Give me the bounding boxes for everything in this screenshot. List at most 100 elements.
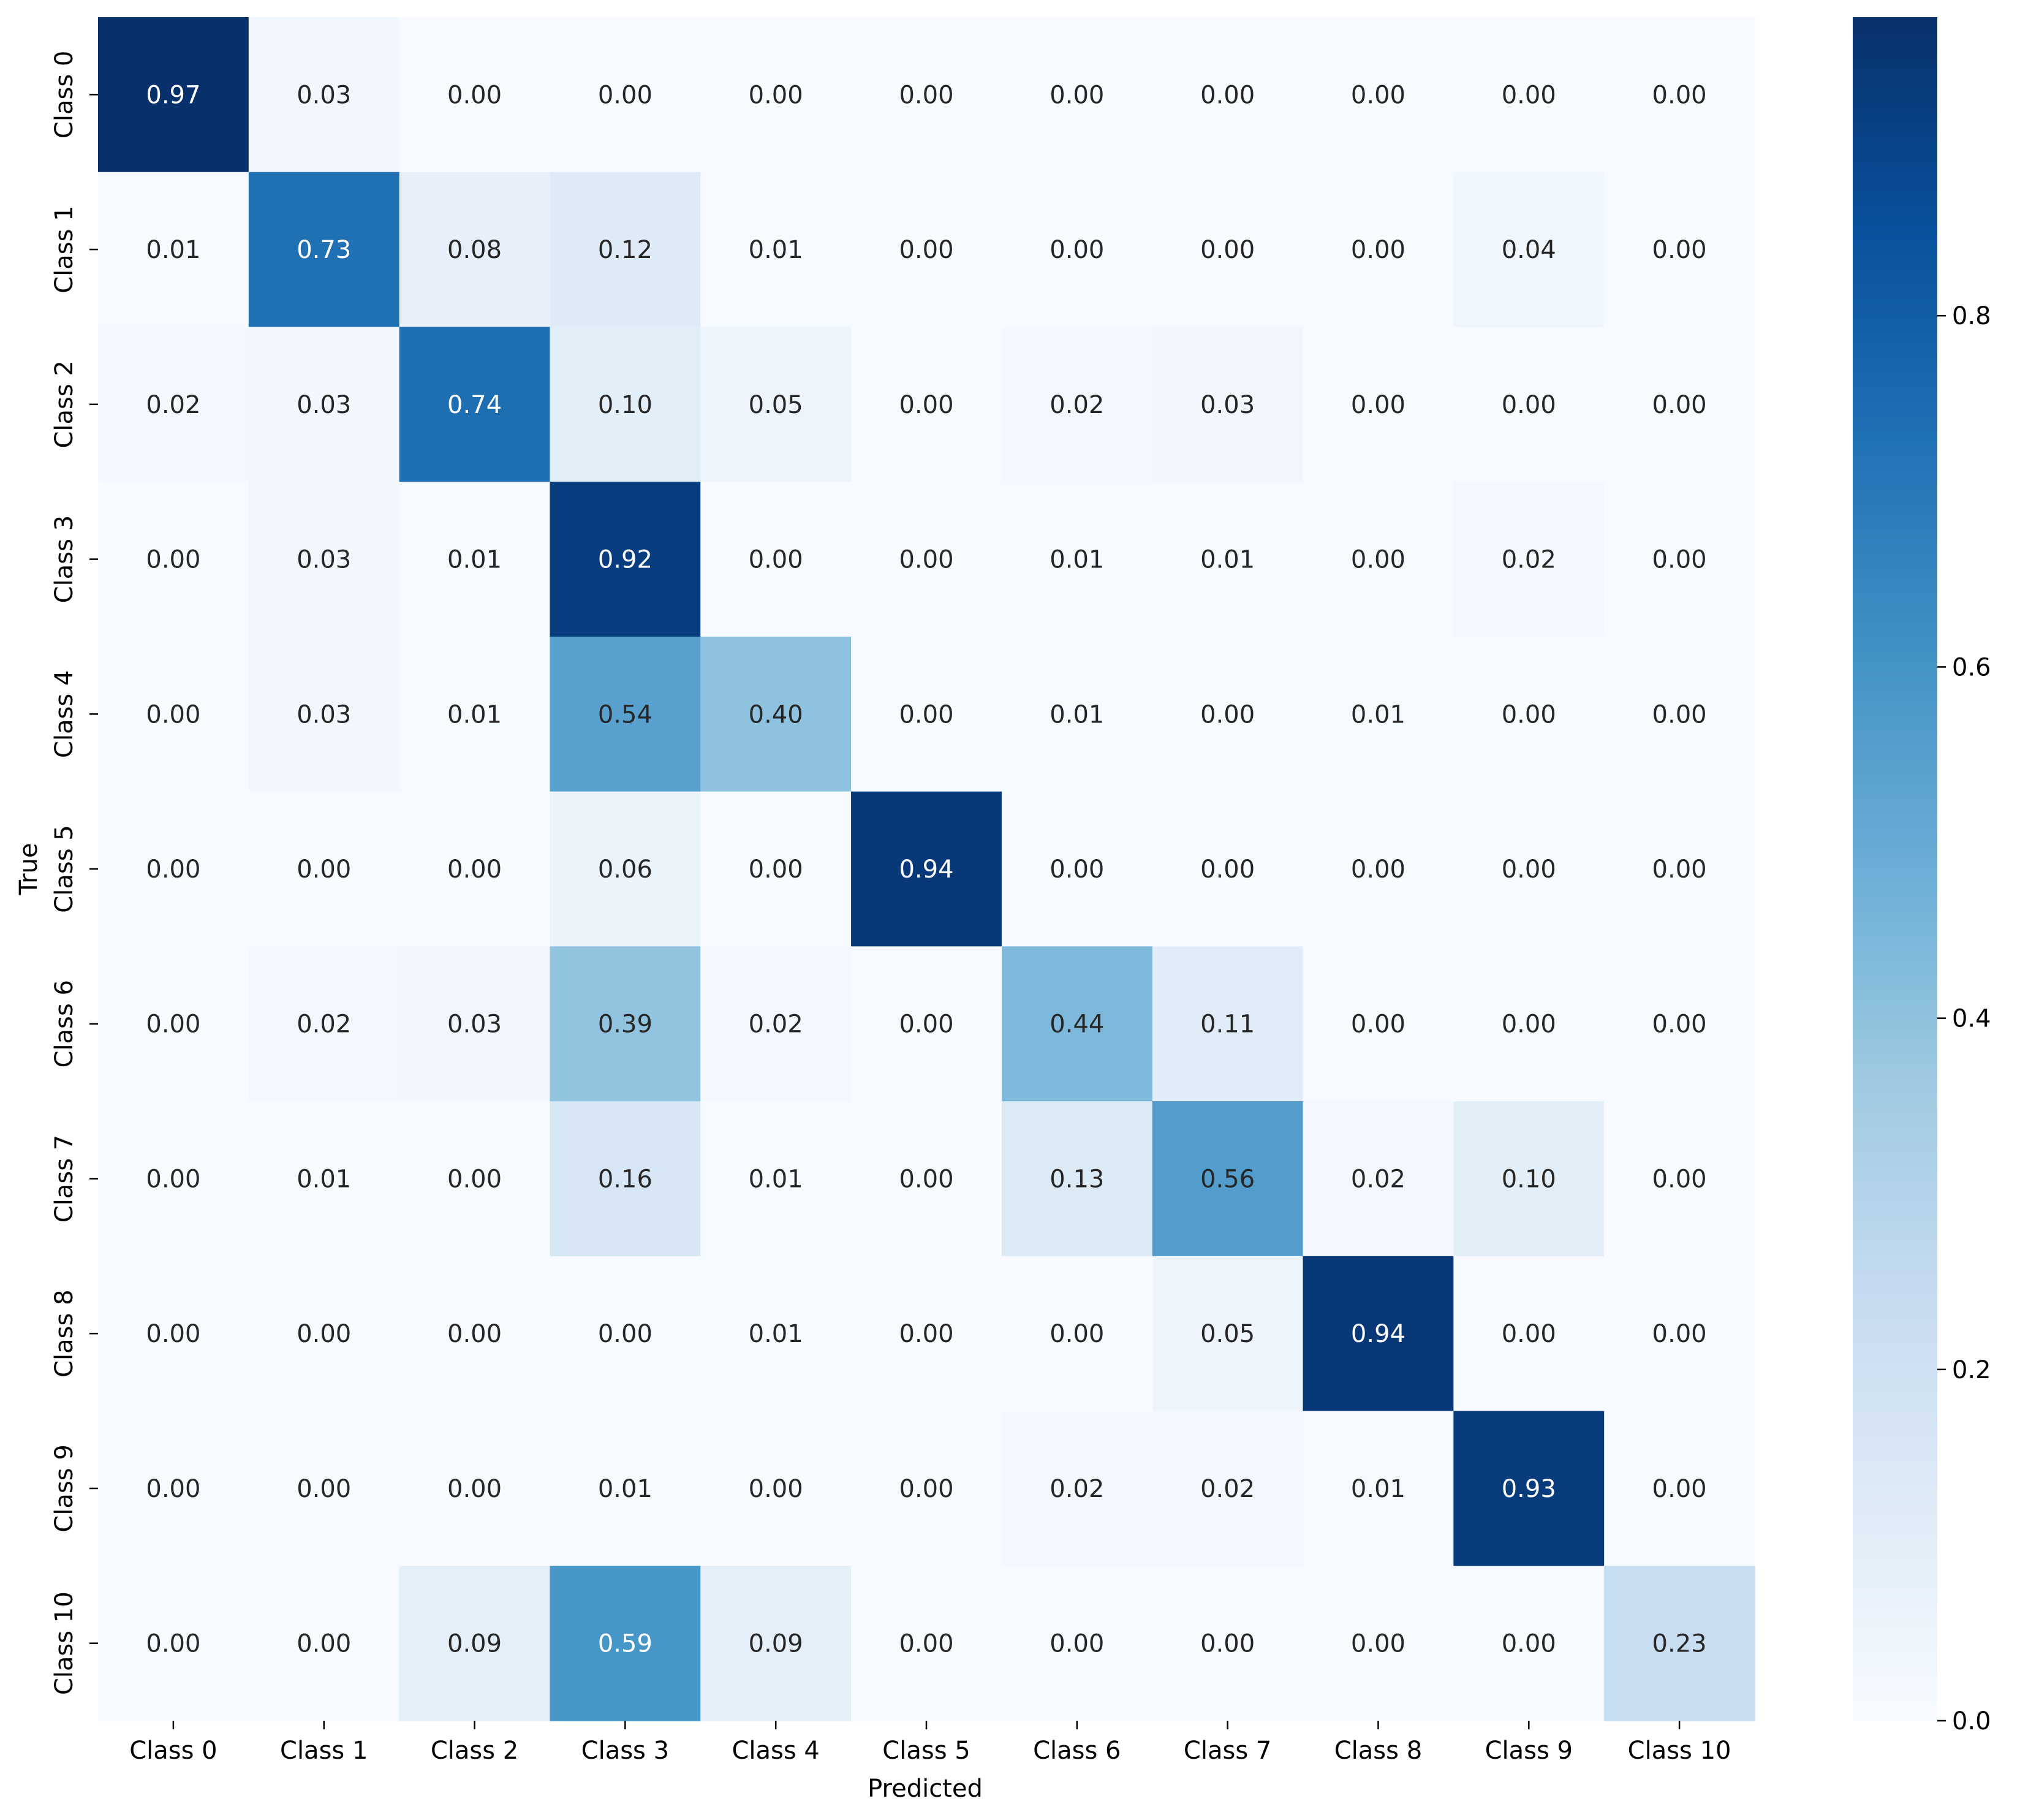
- cell-value-r1-c4: 0.01: [749, 236, 803, 264]
- cell-value-r6-c9: 0.00: [1502, 1010, 1556, 1039]
- heatmap-cell-r4-c5: [851, 636, 1002, 792]
- heatmap-cell-r7-c9: [1453, 1101, 1605, 1257]
- heatmap-cell-r8-c6: [1001, 1256, 1153, 1412]
- heatmap-cell-r0-c0: [98, 17, 249, 173]
- heatmap-cell-r7-c1: [248, 1101, 400, 1257]
- heatmap-cell-r8-c3: [550, 1256, 701, 1412]
- heatmap-cell-r0-c10: [1604, 17, 1755, 173]
- cell-value-r7-c0: 0.00: [146, 1165, 200, 1193]
- cell-value-r6-c5: 0.00: [899, 1010, 953, 1039]
- colorbar-ticks: 0.0 0.2 0.4 0.6 0.8: [1937, 302, 1991, 1735]
- heatmap-cell-r3-c4: [700, 482, 852, 637]
- cell-value-r4-c0: 0.00: [146, 700, 200, 729]
- heatmap-cell-r9-c7: [1152, 1411, 1304, 1566]
- x-tick-label-2: Class 2: [431, 1737, 518, 1765]
- cell-value-r9-c6: 0.02: [1050, 1475, 1104, 1503]
- cell-value-r8-c1: 0.00: [297, 1320, 351, 1348]
- colorbar-tick-label-3: 0.6: [1952, 653, 1991, 681]
- x-tick-label-1: Class 1: [280, 1737, 368, 1765]
- cell-value-r10-c6: 0.00: [1050, 1630, 1104, 1658]
- heatmap-cell-r3-c5: [851, 482, 1002, 637]
- cell-value-r4-c3: 0.54: [598, 700, 653, 729]
- y-tick-label-5: Class 5: [50, 825, 78, 912]
- heatmap-cell-r3-c3: [550, 482, 701, 637]
- heatmap-cell-r5-c10: [1604, 791, 1755, 947]
- heatmap-cell-r10-c8: [1303, 1566, 1454, 1721]
- heatmap-cell-r3-c8: [1303, 482, 1454, 637]
- x-tick-label-9: Class 9: [1485, 1737, 1573, 1765]
- heatmap-cell-r5-c5: [851, 791, 1002, 947]
- cell-value-r8-c7: 0.05: [1200, 1320, 1255, 1348]
- heatmap-cell-r10-c3: [550, 1566, 701, 1721]
- cell-value-r6-c4: 0.02: [749, 1010, 803, 1039]
- cell-value-r0-c5: 0.00: [899, 81, 953, 109]
- cell-value-r7-c6: 0.13: [1050, 1165, 1104, 1193]
- cell-value-r7-c7: 0.56: [1200, 1165, 1255, 1193]
- cell-value-r3-c8: 0.00: [1351, 546, 1405, 574]
- cell-value-r6-c7: 0.11: [1200, 1010, 1255, 1039]
- colorbar-gradient: [1853, 17, 1937, 1721]
- heatmap-cell-r1-c6: [1001, 172, 1153, 328]
- cell-value-r1-c2: 0.08: [447, 236, 502, 264]
- heatmap-cell-r5-c6: [1001, 791, 1153, 947]
- heatmap-cell-r0-c2: [399, 17, 551, 173]
- cell-value-r5-c1: 0.00: [297, 855, 351, 884]
- heatmap-cell-r9-c2: [399, 1411, 551, 1566]
- heatmap-cell-r4-c7: [1152, 636, 1304, 792]
- y-tick-label-9: Class 9: [50, 1444, 78, 1532]
- cell-value-r9-c2: 0.00: [447, 1475, 502, 1503]
- cell-value-r7-c9: 0.10: [1502, 1165, 1556, 1193]
- x-tick-label-10: Class 10: [1628, 1737, 1731, 1765]
- heatmap-cell-r1-c3: [550, 172, 701, 328]
- cell-value-r3-c5: 0.00: [899, 546, 953, 574]
- cell-value-r4-c8: 0.01: [1351, 700, 1405, 729]
- heatmap-cell-r8-c5: [851, 1256, 1002, 1412]
- heatmap-cell-r8-c2: [399, 1256, 551, 1412]
- cell-value-r6-c8: 0.00: [1351, 1010, 1405, 1039]
- heatmap-cell-r2-c4: [700, 327, 852, 482]
- heatmap-cell-r10-c6: [1001, 1566, 1153, 1721]
- heatmap-cell-r6-c7: [1152, 946, 1304, 1102]
- cell-value-r8-c5: 0.00: [899, 1320, 953, 1348]
- cell-value-r1-c9: 0.04: [1502, 236, 1556, 264]
- heatmap-cell-r5-c8: [1303, 791, 1454, 947]
- cell-value-r10-c8: 0.00: [1351, 1630, 1405, 1658]
- heatmap-cell-r1-c1: [248, 172, 400, 328]
- heatmap-cell-r10-c2: [399, 1566, 551, 1721]
- cell-value-r10-c3: 0.59: [598, 1630, 653, 1658]
- cell-value-r6-c6: 0.44: [1050, 1010, 1104, 1039]
- heatmap-cell-r5-c4: [700, 791, 852, 947]
- heatmap-cell-r3-c7: [1152, 482, 1304, 637]
- heatmap-cell-r1-c7: [1152, 172, 1304, 328]
- heatmap-cell-r4-c1: [248, 636, 400, 792]
- heatmap-cell-r2-c2: [399, 327, 551, 482]
- cell-value-r6-c0: 0.00: [146, 1010, 200, 1039]
- heatmap-cell-r7-c0: [98, 1101, 249, 1257]
- heatmap-cell-r7-c4: [700, 1101, 852, 1257]
- cell-value-r4-c9: 0.00: [1502, 700, 1556, 729]
- heatmap-cell-r3-c1: [248, 482, 400, 637]
- heatmap-cell-r8-c7: [1152, 1256, 1304, 1412]
- x-tick-label-7: Class 7: [1184, 1737, 1271, 1765]
- heatmap-cell-r10-c9: [1453, 1566, 1605, 1721]
- cell-value-r7-c5: 0.00: [899, 1165, 953, 1193]
- colorbar-tick-label-0: 0.0: [1952, 1707, 1991, 1735]
- cell-value-r1-c10: 0.00: [1652, 236, 1707, 264]
- cell-value-r4-c7: 0.00: [1200, 700, 1255, 729]
- cell-value-r3-c2: 0.01: [447, 546, 502, 574]
- heatmap-cell-r0-c4: [700, 17, 852, 173]
- heatmap-cell-r10-c1: [248, 1566, 400, 1721]
- cell-value-r3-c0: 0.00: [146, 546, 200, 574]
- heatmap-cell-r0-c5: [851, 17, 1002, 173]
- heatmap-cell-r6-c10: [1604, 946, 1755, 1102]
- heatmap-cell-r8-c1: [248, 1256, 400, 1412]
- heatmap-cell-r4-c0: [98, 636, 249, 792]
- cell-value-r5-c3: 0.06: [598, 855, 653, 884]
- heatmap-cell-r5-c9: [1453, 791, 1605, 947]
- cell-value-r7-c1: 0.01: [297, 1165, 351, 1193]
- heatmap-cell-r5-c0: [98, 791, 249, 947]
- y-tick-label-4: Class 4: [50, 670, 78, 758]
- cell-value-r7-c4: 0.01: [749, 1165, 803, 1193]
- heatmap-cell-r3-c10: [1604, 482, 1755, 637]
